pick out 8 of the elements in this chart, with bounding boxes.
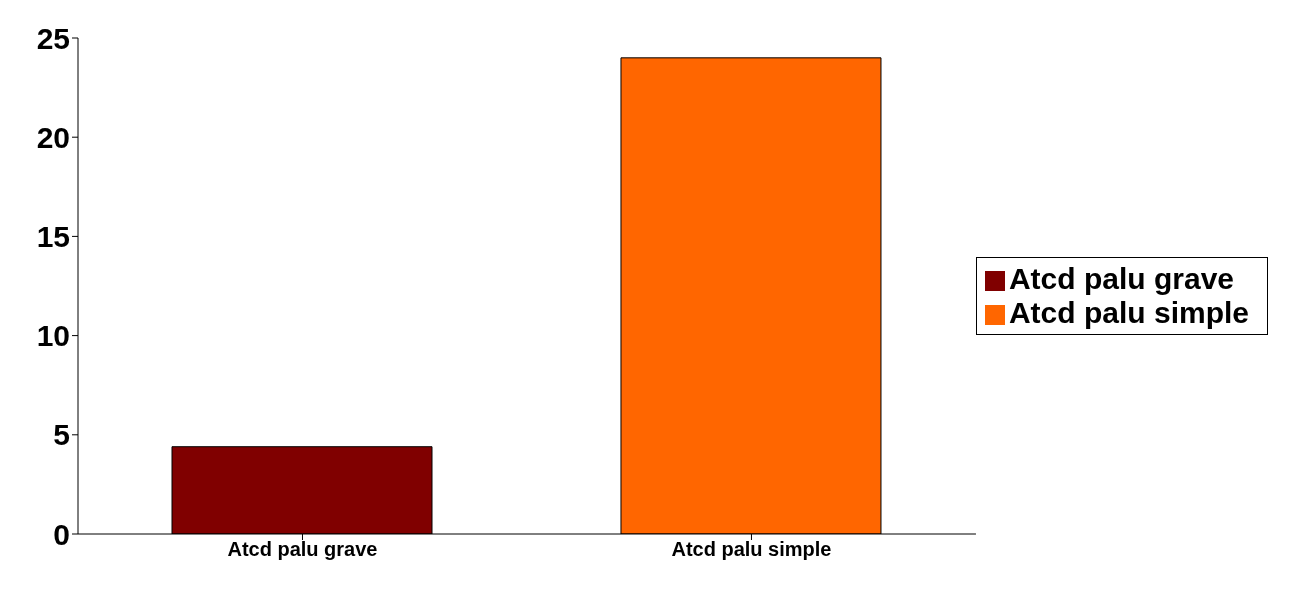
y-tick-label: 15 (36, 220, 70, 254)
y-tick-label: 0 (53, 517, 70, 551)
y-tick-label: 25 (36, 21, 70, 55)
y-tick-label: 10 (36, 319, 70, 353)
y-tick-label: 5 (53, 418, 70, 452)
y-tick-label: 20 (36, 120, 70, 154)
legend-label: Atcd palu grave (1008, 262, 1235, 295)
legend-label: Atcd palu simple (1008, 296, 1249, 329)
